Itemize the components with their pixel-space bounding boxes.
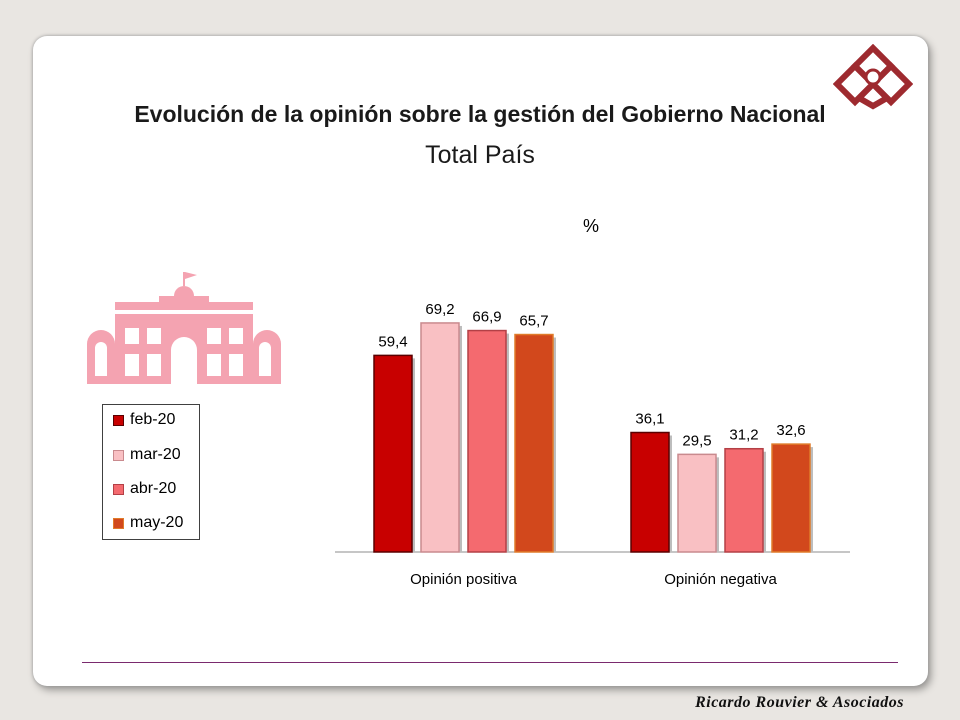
data-label: 69,2 bbox=[425, 301, 454, 318]
legend-label: mar-20 bbox=[130, 446, 181, 463]
casa-rosada-building-icon bbox=[85, 272, 281, 393]
footer-divider bbox=[82, 662, 898, 663]
bar-mar-20-positiva bbox=[420, 322, 460, 553]
bar-may-20-positiva bbox=[514, 333, 554, 553]
data-label: 59,4 bbox=[378, 333, 407, 350]
legend-swatch-may-20 bbox=[113, 517, 124, 529]
legend-swatch-feb-20 bbox=[113, 414, 124, 426]
legend-swatch-mar-20 bbox=[113, 449, 124, 461]
legend-label: abr-20 bbox=[130, 480, 177, 497]
diamond-grid-logo-icon bbox=[832, 43, 914, 115]
data-label: 65,7 bbox=[519, 313, 548, 330]
chart-legend: feb-20 mar-20 abr-20 may-20 bbox=[102, 404, 200, 540]
bar-abr-20-negativa bbox=[724, 447, 764, 553]
legend-swatch-abr-20 bbox=[113, 483, 124, 495]
legend-label: feb-20 bbox=[130, 411, 176, 428]
category-label: Opinión negativa bbox=[664, 571, 777, 588]
bar-may-20-negativa bbox=[771, 443, 811, 553]
footer-brand: Ricardo Rouvier & Asociados bbox=[695, 694, 904, 711]
category-label: Opinión positiva bbox=[410, 571, 517, 588]
legend-item-mar-20: mar-20 bbox=[113, 444, 181, 466]
legend-item-feb-20: feb-20 bbox=[113, 409, 175, 431]
chart-subtitle: Total País bbox=[425, 141, 535, 169]
data-label: 36,1 bbox=[635, 411, 664, 428]
legend-label: may-20 bbox=[130, 514, 184, 531]
data-label: 31,2 bbox=[729, 427, 758, 444]
data-label: 32,6 bbox=[776, 422, 805, 439]
data-label: 66,9 bbox=[472, 309, 501, 326]
bar-mar-20-negativa bbox=[677, 453, 717, 553]
bar-chart: 59,4 69,2 66,9 65,7 Opinión positiva 36,1 29,5… bbox=[335, 301, 850, 588]
legend-item-may-20: may-20 bbox=[113, 512, 183, 534]
bar-abr-20-positiva bbox=[467, 329, 507, 553]
legend-item-abr-20: abr-20 bbox=[113, 478, 176, 500]
data-label: 29,5 bbox=[682, 432, 711, 449]
chart-title: Evolución de la opinión sobre la gestión… bbox=[134, 101, 826, 127]
unit-label: % bbox=[583, 216, 600, 236]
bar-feb-20-negativa bbox=[630, 431, 670, 553]
bar-feb-20-positiva bbox=[373, 354, 413, 553]
